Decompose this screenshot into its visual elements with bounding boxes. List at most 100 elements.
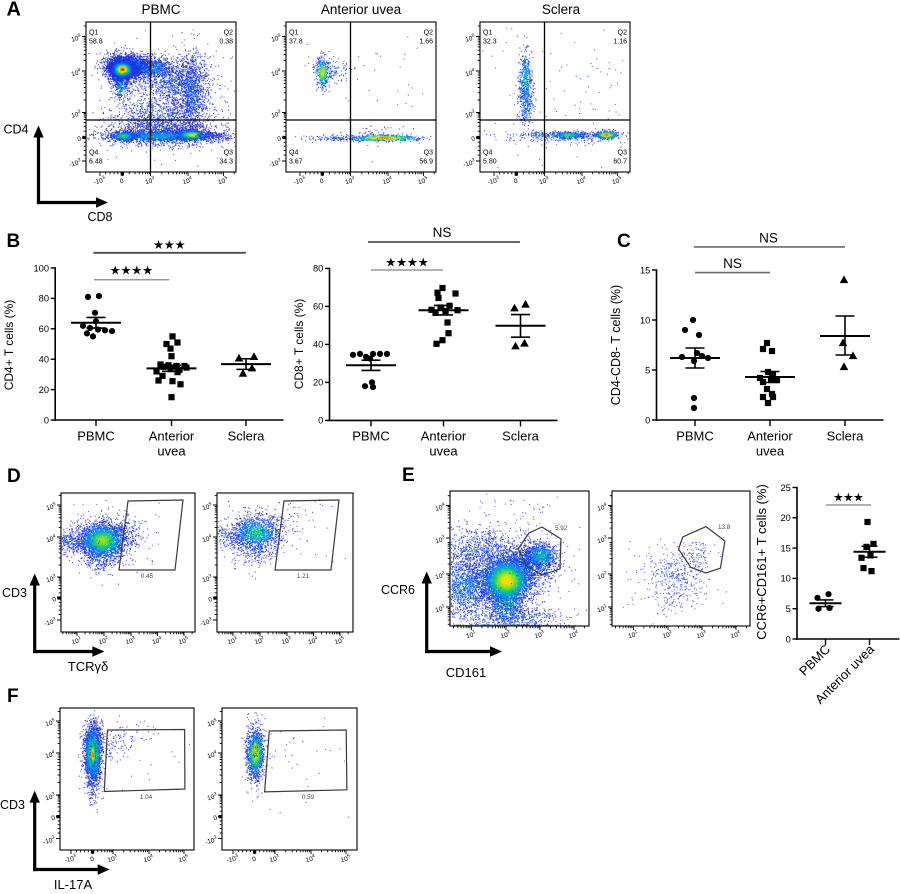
svg-text:105: 105 <box>201 501 213 512</box>
svg-text:Q1: Q1 <box>289 30 298 37</box>
svg-text:80: 80 <box>313 264 323 274</box>
svg-text:0: 0 <box>77 135 83 143</box>
svg-text:103: 103 <box>538 175 550 186</box>
svg-text:Q1: Q1 <box>89 30 98 37</box>
svg-text:PBMC: PBMC <box>352 429 390 444</box>
svg-text:104: 104 <box>464 67 476 78</box>
svg-text:103: 103 <box>201 573 213 584</box>
svg-text:80: 80 <box>39 294 49 304</box>
svg-text:-103: -103 <box>268 157 282 169</box>
svg-text:103: 103 <box>268 853 280 864</box>
svg-text:Sclera: Sclera <box>502 429 540 444</box>
svg-text:Anterior uvea: Anterior uvea <box>321 2 402 17</box>
svg-text:CD4+ T cells (%): CD4+ T cells (%) <box>2 300 16 391</box>
svg-text:105: 105 <box>217 175 229 186</box>
svg-text:101: 101 <box>465 629 477 640</box>
svg-text:102: 102 <box>97 635 109 646</box>
svg-text:101: 101 <box>226 635 238 646</box>
svg-text:105: 105 <box>464 32 476 43</box>
svg-text:1.16: 1.16 <box>613 39 627 46</box>
svg-text:104: 104 <box>381 175 393 186</box>
svg-text:103: 103 <box>695 629 707 640</box>
svg-text:102: 102 <box>499 629 511 640</box>
svg-text:103: 103 <box>206 791 218 802</box>
svg-text:103: 103 <box>45 573 57 584</box>
svg-text:103: 103 <box>144 175 156 186</box>
svg-text:PBMC: PBMC <box>141 2 180 17</box>
svg-text:NS: NS <box>433 225 452 240</box>
svg-text:104: 104 <box>181 175 193 186</box>
svg-text:1.04: 1.04 <box>140 794 153 801</box>
svg-text:CD4-CD8- T cells (%): CD4-CD8- T cells (%) <box>609 285 623 405</box>
svg-text:104: 104 <box>142 853 154 864</box>
svg-text:Anterior: Anterior <box>421 429 467 444</box>
svg-text:58.8: 58.8 <box>89 39 103 46</box>
svg-text:Q4: Q4 <box>289 150 298 157</box>
svg-text:Q1: Q1 <box>483 30 492 37</box>
svg-text:CD4: CD4 <box>4 123 29 137</box>
svg-text:5.80: 5.80 <box>483 159 497 166</box>
svg-text:0: 0 <box>252 856 258 864</box>
svg-text:105: 105 <box>177 853 189 864</box>
svg-text:Q4: Q4 <box>483 150 492 157</box>
svg-text:104: 104 <box>70 67 82 78</box>
svg-text:101: 101 <box>70 635 82 646</box>
svg-text:104: 104 <box>596 502 608 513</box>
svg-text:PBMC: PBMC <box>676 429 714 444</box>
svg-text:uvea: uvea <box>756 444 785 459</box>
svg-text:103: 103 <box>106 853 118 864</box>
svg-text:0.38: 0.38 <box>219 39 233 46</box>
svg-text:104: 104 <box>44 749 56 760</box>
svg-text:CCR6+CD161+ T cells (%): CCR6+CD161+ T cells (%) <box>754 484 769 640</box>
svg-text:0: 0 <box>513 178 519 186</box>
svg-text:CD8: CD8 <box>87 210 112 224</box>
svg-text:uvea: uvea <box>157 444 186 459</box>
svg-text:102: 102 <box>434 570 446 581</box>
svg-text:10: 10 <box>640 315 650 325</box>
svg-text:101: 101 <box>627 629 639 640</box>
svg-text:Sclera: Sclera <box>542 2 581 17</box>
svg-text:Anterior: Anterior <box>149 429 195 444</box>
svg-text:103: 103 <box>270 108 282 119</box>
svg-text:102: 102 <box>253 635 265 646</box>
svg-text:Q3: Q3 <box>618 150 627 157</box>
svg-text:F: F <box>7 686 19 707</box>
svg-text:103: 103 <box>70 108 82 119</box>
svg-text:104: 104 <box>567 629 579 640</box>
svg-text:104: 104 <box>201 533 213 544</box>
svg-text:5: 5 <box>645 365 650 375</box>
svg-text:60.7: 60.7 <box>613 159 627 166</box>
svg-text:104: 104 <box>151 635 163 646</box>
svg-text:Q2: Q2 <box>424 30 433 37</box>
svg-text:0: 0 <box>319 178 325 186</box>
svg-text:60: 60 <box>39 324 49 334</box>
svg-text:-103: -103 <box>92 175 106 187</box>
svg-text:CD3: CD3 <box>0 798 25 812</box>
svg-text:0.45: 0.45 <box>141 573 154 580</box>
svg-text:103: 103 <box>124 635 136 646</box>
svg-text:Q2: Q2 <box>618 30 627 37</box>
svg-text:1.21: 1.21 <box>297 573 310 580</box>
svg-text:D: D <box>7 466 21 487</box>
svg-text:103: 103 <box>344 175 356 186</box>
svg-text:103: 103 <box>280 635 292 646</box>
svg-text:0: 0 <box>471 135 477 143</box>
svg-text:C: C <box>617 231 631 252</box>
svg-text:104: 104 <box>729 629 741 640</box>
svg-text:0: 0 <box>119 178 125 186</box>
svg-text:105: 105 <box>333 635 345 646</box>
svg-text:0: 0 <box>44 415 49 425</box>
svg-text:0: 0 <box>318 416 323 426</box>
svg-text:40: 40 <box>39 355 49 365</box>
svg-text:60: 60 <box>313 302 323 312</box>
svg-text:PBMC: PBMC <box>77 429 115 444</box>
svg-text:105: 105 <box>339 853 351 864</box>
svg-text:Sclera: Sclera <box>827 429 865 444</box>
svg-text:-103: -103 <box>68 157 82 169</box>
svg-text:5.92: 5.92 <box>555 525 568 532</box>
svg-text:-103: -103 <box>42 834 56 846</box>
svg-text:0: 0 <box>213 814 219 822</box>
svg-text:105: 105 <box>44 717 56 728</box>
svg-text:103: 103 <box>434 534 446 545</box>
svg-text:105: 105 <box>270 32 282 43</box>
